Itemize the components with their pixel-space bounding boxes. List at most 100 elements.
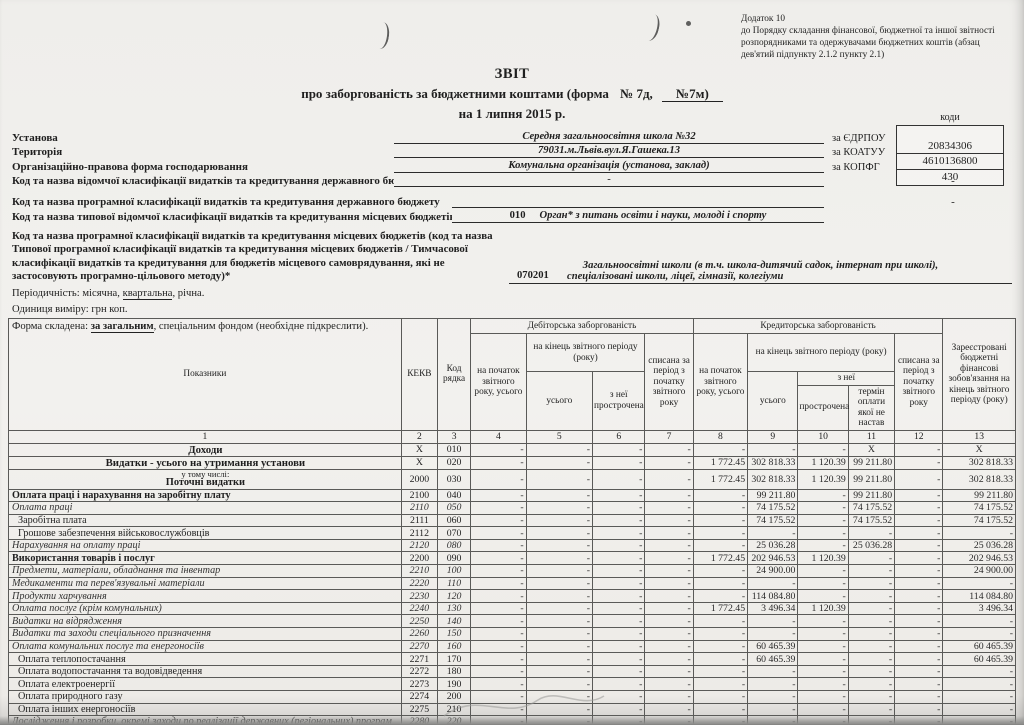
info-value: Середня загальноосвітня школа №32 bbox=[394, 130, 824, 144]
cell-value: - bbox=[692, 664, 749, 679]
cell-value: - bbox=[644, 455, 694, 470]
cell-value: - bbox=[797, 690, 849, 704]
cell-value: - bbox=[797, 488, 849, 503]
cell-value: 1 772.45 bbox=[692, 455, 749, 470]
cell-value: - bbox=[644, 442, 694, 457]
cell-value: - bbox=[847, 677, 896, 691]
cell-value: 74 175.52 bbox=[942, 513, 1016, 528]
info-row-ustanova: Установа Середня загальноосвітня школа №… bbox=[12, 129, 1012, 144]
row-code: 040 bbox=[436, 488, 472, 503]
cell-value: - bbox=[894, 442, 944, 457]
row-indicator-label: Оплата електроенергії bbox=[8, 677, 402, 691]
header-indicators: Показники bbox=[8, 318, 402, 431]
cell-value: - bbox=[747, 690, 799, 704]
cell-value: - bbox=[525, 652, 594, 666]
info-row-org-form: Організаційно-правова форма господарюван… bbox=[12, 158, 1012, 173]
cell-value: 99 211.80 bbox=[942, 488, 1016, 503]
cell-value: - bbox=[592, 564, 646, 578]
cell-value: 302 818.33 bbox=[942, 468, 1016, 490]
cell-value: 302 818.33 bbox=[747, 455, 799, 470]
cell-value: - bbox=[692, 639, 749, 654]
cell-value: - bbox=[692, 614, 749, 629]
header-credit-overdue: прострочена bbox=[797, 384, 849, 431]
cell-value: - bbox=[525, 639, 594, 654]
column-number: 9 bbox=[747, 429, 799, 444]
header-credit-total: усього bbox=[747, 371, 799, 431]
cell-value: - bbox=[797, 564, 849, 578]
cell-value: - bbox=[847, 652, 896, 666]
cell-value: - bbox=[525, 614, 594, 629]
cell-value: - bbox=[692, 690, 749, 704]
report-title-form: про заборгованість за бюджетними коштами… bbox=[162, 86, 862, 102]
table-row: Нарахування на оплату праці 2120 080- - - - -2… bbox=[8, 538, 1016, 553]
cell-value: 25 036.28 bbox=[747, 538, 799, 553]
cell-value: - bbox=[470, 526, 527, 540]
cell-value: 74 175.52 bbox=[942, 501, 1016, 515]
cell-value: 3 496.34 bbox=[942, 601, 1016, 616]
header-debit-written-off: списана за період з початку звітного рок… bbox=[644, 333, 694, 431]
row-indicator-label: Предмети, матеріали, обладнання та інвен… bbox=[8, 564, 402, 578]
row-indicator-label: Нарахування на оплату праці bbox=[8, 538, 402, 553]
row-code: 170 bbox=[436, 652, 472, 666]
title-form-text: про заборгованість за бюджетними коштами… bbox=[301, 86, 609, 101]
cell-value: 24 900.00 bbox=[942, 564, 1016, 578]
cell-value: - bbox=[470, 664, 527, 679]
cell-value: - bbox=[692, 627, 749, 641]
info-row-vidomcha: Код та назва відомчої класифікації видат… bbox=[12, 173, 1012, 188]
row-kekv: 2100 bbox=[400, 488, 439, 503]
cell-value: 1 772.45 bbox=[692, 601, 749, 616]
cell-value: 99 211.80 bbox=[747, 488, 799, 503]
cell-value: - bbox=[592, 468, 646, 490]
header-credit-end-period: на кінець звітного періоду (року) bbox=[747, 333, 896, 372]
cell-value: - bbox=[747, 677, 799, 691]
scan-artifact-arc bbox=[640, 12, 663, 43]
annex-line: до Порядку складання фінансової, бюджетн… bbox=[741, 26, 995, 37]
cell-value: - bbox=[847, 576, 896, 591]
info-label: Код та назва типової відомчої класифікац… bbox=[12, 210, 452, 223]
info-row-prog-local: Код та назва програмної класифікації вид… bbox=[12, 230, 1012, 284]
cell-value: - bbox=[797, 576, 849, 591]
row-kekv: 2274 bbox=[400, 690, 439, 704]
cell-value: - bbox=[525, 501, 594, 515]
cell-value: - bbox=[894, 468, 944, 490]
cell-value: - bbox=[797, 501, 849, 515]
annex-line: розпорядниками та одержувачами бюджетних… bbox=[741, 38, 980, 49]
cell-value: - bbox=[592, 652, 646, 666]
row-indicator-label: у тому числі: Поточні видатки bbox=[8, 468, 402, 490]
column-number: 2 bbox=[400, 429, 439, 444]
header-row-code: Код рядка bbox=[436, 318, 472, 431]
row-kekv: 2110 bbox=[400, 501, 439, 515]
cell-value: - bbox=[894, 652, 944, 666]
cell-value: 74 175.52 bbox=[847, 513, 896, 528]
row-kekv: 2273 bbox=[400, 677, 439, 691]
cell-value: - bbox=[894, 702, 944, 717]
row-code: 160 bbox=[436, 639, 472, 654]
code-koatuu: 4610136800 bbox=[897, 153, 1003, 169]
header-debit-start: на початок звітного року, усього bbox=[470, 333, 527, 431]
info-block: Установа Середня загальноосвітня школа №… bbox=[12, 129, 1012, 333]
info-code-label: за ЄДРПОУ bbox=[832, 132, 886, 144]
row-indicator-label: Заробітна плата bbox=[8, 513, 402, 528]
row-kekv: 2000 bbox=[400, 468, 439, 490]
column-number: 3 bbox=[436, 429, 472, 444]
row-kekv: 2250 bbox=[400, 614, 439, 629]
cell-value: - bbox=[942, 664, 1016, 679]
column-number: 4 bbox=[470, 429, 527, 444]
cell-value: - bbox=[470, 513, 527, 528]
dash-mark: - bbox=[951, 195, 955, 208]
scan-edge-shadow bbox=[0, 716, 1024, 725]
header-credit-not-due: термін оплати якої не настав bbox=[847, 384, 896, 431]
cell-value: - bbox=[470, 601, 527, 616]
column-number: 8 bbox=[692, 429, 749, 444]
row-indicator-label: Оплата природного газу bbox=[8, 690, 402, 704]
row-kekv: 2220 bbox=[400, 576, 439, 591]
row-code: 080 bbox=[436, 538, 472, 553]
row-indicator-label: Продукти харчування bbox=[8, 589, 402, 603]
row-kekv: 2240 bbox=[400, 601, 439, 616]
cell-value: - bbox=[747, 526, 799, 540]
periodicity-underlined: квартальна bbox=[122, 287, 173, 300]
cell-value: - bbox=[797, 589, 849, 603]
row-kekv: 2210 bbox=[400, 564, 439, 578]
cell-value: 1 120.39 bbox=[797, 601, 849, 616]
